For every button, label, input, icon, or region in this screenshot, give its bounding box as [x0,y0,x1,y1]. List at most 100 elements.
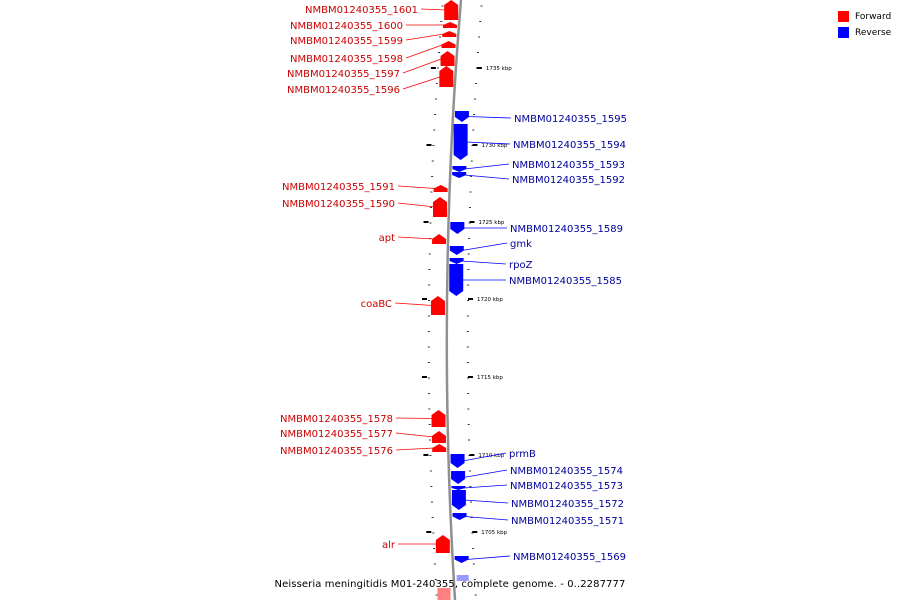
reverse-gene [454,111,469,122]
forward-gene [444,0,459,20]
gene-leader-line [397,236,435,240]
forward-gene [441,41,456,48]
reverse-gene [452,513,467,520]
reverse-gene [453,124,468,160]
forward-gene [432,197,447,217]
gene-leader-line [463,484,508,489]
gene-leader-line [395,432,434,438]
reverse-gene [452,166,467,172]
gene-leader-line [397,185,436,189]
reverse-gene [449,246,464,255]
legend-label-reverse: Reverse [855,27,892,38]
reverse-gene [451,490,466,510]
gene-leader-line [405,44,444,59]
forward-gene-label: NMBM01240355_1577 [280,429,393,440]
forward-gene-label: coaBC [361,299,392,310]
gene-leader-line [464,174,510,180]
gene-leader-line [394,302,433,306]
forward-gene [440,51,455,66]
forward-gene [442,22,457,28]
reverse-swatch [838,27,849,38]
forward-gene [442,31,457,37]
gene-leader-line [464,163,510,170]
reverse-gene [451,471,466,484]
reverse-gene-partial [456,575,469,581]
reverse-gene-label: prmB [509,449,536,460]
forward-gene-label: apt [379,233,395,244]
reverse-gene [451,486,466,490]
forward-gene [432,444,447,452]
gene-leader-line [462,452,507,462]
gene-features [430,0,469,600]
reverse-gene [450,222,465,234]
forward-gene-label: NMBM01240355_1600 [290,21,403,32]
forward-gene-label: alr [382,540,396,551]
reverse-gene-label: NMBM01240355_1569 [513,552,626,563]
gene-leader-line [464,516,509,521]
reverse-gene-label: NMBM01240355_1572 [511,499,624,510]
scale-label: 1720 kbp [477,297,503,303]
gene-leader-line [395,417,434,419]
scale-label: 1725 kbp [479,220,505,226]
reverse-gene [452,172,467,178]
gene-leader-line [402,76,442,90]
forward-swatch [838,11,849,22]
forward-gene-partial [437,588,451,600]
gene-leader-line [420,8,447,11]
gene-leader-line [405,33,445,41]
gene-leader-line [461,242,508,251]
legend-item-forward: Forward [838,9,891,24]
gene-leader-line [465,141,511,145]
scale-label: 1735 kbp [486,66,512,72]
forward-gene-label: NMBM01240355_1591 [282,182,395,193]
legend: Forward Reverse [838,9,891,41]
forward-gene [439,66,454,87]
forward-gene [431,410,446,427]
reverse-gene-label: gmk [510,239,532,250]
forward-gene [435,535,450,553]
forward-gene-label: NMBM01240355_1578 [280,414,393,425]
scale-label: 1730 kbp [481,143,507,149]
reverse-gene-label: NMBM01240355_1573 [510,481,623,492]
gene-leader-line [395,447,435,451]
forward-gene-label: NMBM01240355_1596 [287,85,400,96]
forward-gene [432,234,447,244]
forward-gene-label: NMBM01240355_1576 [280,446,393,457]
minor-ticks [427,5,483,596]
reverse-gene-label: NMBM01240355_1571 [511,516,624,527]
gene-leader-line [461,260,507,265]
reverse-gene [449,264,464,296]
forward-gene [431,431,446,443]
genome-backbone [445,0,463,600]
forward-gene-label: NMBM01240355_1599 [290,36,403,47]
reverse-gene [449,258,464,264]
forward-gene-label: NMBM01240355_1598 [290,54,403,65]
forward-gene-label: NMBM01240355_1601 [305,5,418,16]
scale-label: 1705 kbp [481,530,507,536]
genome-caption: Neisseria meningitidis M01-240355, compl… [274,579,626,590]
gene-leader-line [466,555,511,560]
gene-leader-line [397,202,436,208]
reverse-gene-label: NMBM01240355_1595 [514,114,627,125]
gene-leader-line [463,469,508,478]
reverse-gene [454,556,469,563]
gene-labels: NMBM01240355_1601 NMBM01240355_1600 NMBM01… [280,5,627,563]
forward-gene [433,185,448,192]
reverse-gene-label: NMBM01240355_1585 [509,276,622,287]
forward-gene-label: NMBM01240355_1597 [287,69,400,80]
reverse-gene-label: NMBM01240355_1574 [510,466,623,477]
forward-gene [430,296,445,315]
forward-gene-label: NMBM01240355_1590 [282,199,395,210]
gene-leader-line [402,58,443,74]
legend-label-forward: Forward [855,11,892,22]
reverse-gene-label: NMBM01240355_1594 [513,140,626,151]
gene-leader-line [466,116,512,119]
reverse-gene [450,454,465,468]
reverse-gene-label: NMBM01240355_1593 [512,160,625,171]
reverse-gene-label: rpoZ [509,260,533,271]
reverse-gene-label: NMBM01240355_1589 [510,224,623,235]
gene-leader-line [463,499,509,504]
scale-label: 1715 kbp [477,375,503,381]
reverse-gene-label: NMBM01240355_1592 [512,175,625,186]
